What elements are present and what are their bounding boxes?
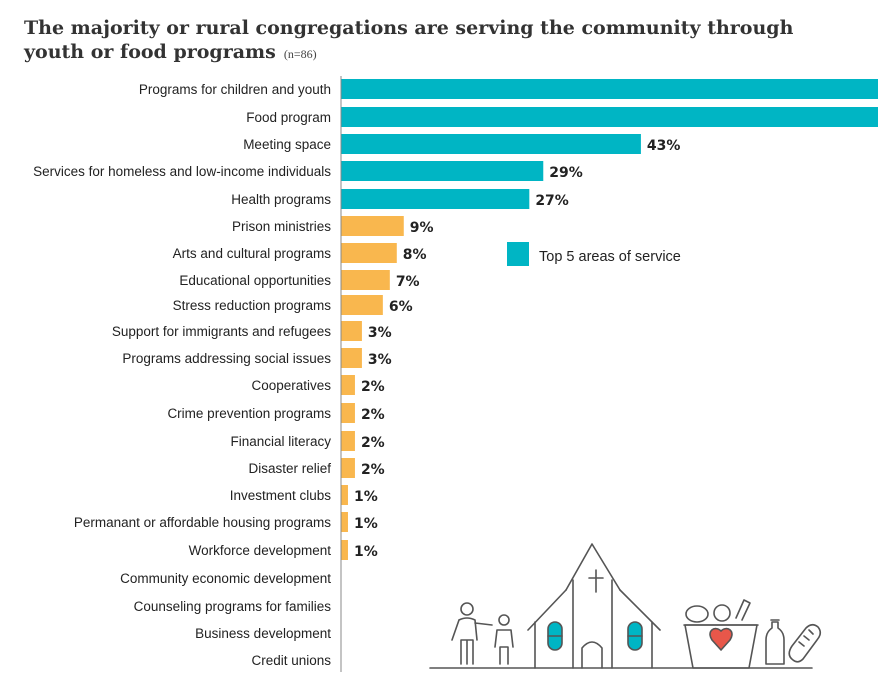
category-label: Permanant or affordable housing programs — [74, 515, 331, 530]
chart-title-text: The majority or rural congregations are … — [24, 17, 794, 63]
church-icon — [528, 544, 660, 668]
category-label: Services for homeless and low-income ind… — [33, 164, 331, 179]
category-label: Stress reduction programs — [173, 298, 332, 313]
bottle-icon — [766, 620, 784, 664]
bar — [341, 107, 878, 127]
value-label: 2% — [361, 435, 385, 451]
chart-title: The majority or rural congregations are … — [24, 16, 824, 66]
bar — [341, 321, 362, 341]
value-label: 6% — [389, 299, 413, 315]
bar — [341, 512, 348, 532]
category-label: Arts and cultural programs — [173, 246, 332, 261]
bar — [341, 348, 362, 368]
bar — [341, 161, 544, 181]
category-label: Credit unions — [251, 653, 331, 668]
community-illustration — [430, 544, 820, 668]
value-label: 9% — [410, 220, 434, 236]
category-label: Cooperatives — [251, 378, 331, 393]
category-labels-layer: Programs for children and youth Food prog… — [33, 82, 331, 668]
category-label: Food program — [246, 110, 331, 125]
value-label: 43% — [647, 138, 681, 154]
category-label: Crime prevention programs — [167, 406, 331, 421]
bar — [341, 375, 355, 395]
category-label: Community economic development — [120, 571, 331, 586]
value-label: 2% — [361, 407, 385, 423]
value-label: 2% — [361, 379, 385, 395]
bar — [341, 216, 404, 236]
bar — [341, 458, 355, 478]
bar — [341, 403, 355, 423]
heart-icon — [710, 629, 732, 650]
food-basket-icon — [684, 600, 758, 668]
value-label: 27% — [535, 193, 569, 209]
value-label: 3% — [368, 325, 392, 341]
category-label: Support for immigrants and refugees — [112, 324, 331, 339]
bar — [341, 79, 878, 99]
bread-icon — [789, 625, 820, 662]
value-label: 7% — [396, 274, 420, 290]
bar — [341, 485, 348, 505]
category-label: Financial literacy — [230, 434, 331, 449]
bar — [341, 431, 355, 451]
bar — [341, 134, 641, 154]
legend-label: Top 5 areas of service — [539, 249, 681, 265]
category-label: Health programs — [231, 192, 331, 207]
category-label: Counseling programs for families — [134, 599, 332, 614]
category-label: Meeting space — [243, 137, 331, 152]
value-label: 29% — [549, 165, 583, 181]
cross-icon — [589, 570, 603, 592]
category-label: Programs addressing social issues — [122, 351, 331, 366]
value-label: 1% — [354, 489, 378, 505]
bar — [341, 295, 383, 315]
category-label: Educational opportunities — [179, 273, 331, 288]
value-label: 1% — [354, 516, 378, 532]
category-label: Prison ministries — [232, 219, 331, 234]
category-label: Business development — [195, 626, 331, 641]
legend: Top 5 areas of service — [507, 242, 681, 266]
bar — [341, 189, 530, 209]
category-label: Investment clubs — [230, 488, 332, 503]
bar — [341, 540, 348, 560]
value-label: 3% — [368, 352, 392, 368]
bar — [341, 270, 390, 290]
value-label: 2% — [361, 462, 385, 478]
category-label: Disaster relief — [248, 461, 331, 476]
value-label: 1% — [354, 544, 378, 560]
value-label: 8% — [403, 247, 427, 263]
value-labels-layer: 79%78%43%29%27%9%8%7%6%3%3%2%2%2%2%1%1%1… — [354, 138, 681, 560]
legend-swatch — [507, 242, 529, 266]
category-label: Programs for children and youth — [139, 82, 331, 97]
person-adult-icon — [452, 603, 492, 664]
sample-size-note: (n=86) — [283, 47, 317, 61]
person-child-icon — [495, 615, 513, 664]
category-label: Workforce development — [189, 543, 332, 558]
bars-layer — [341, 79, 878, 560]
bar — [341, 243, 397, 263]
